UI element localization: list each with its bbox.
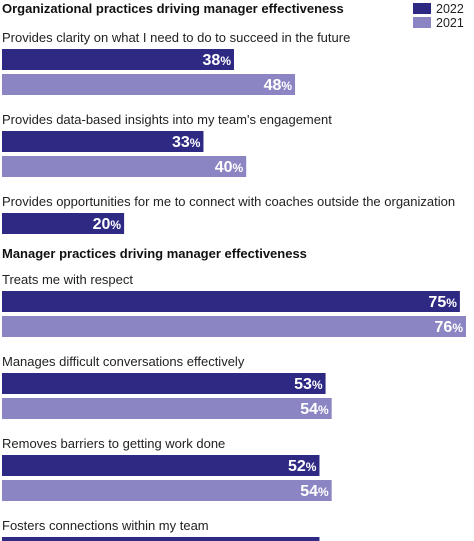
data-label-2022: 38% [203,52,232,69]
category-label: Provides clarity on what I need to do to… [2,30,350,45]
bar-2022 [2,537,320,541]
bar-2021 [2,316,466,337]
data-label-2022: 20% [93,216,122,233]
data-label-2022: 52% [288,458,317,475]
category-label: Fosters connections within my team [2,518,209,533]
data-label-2021: 54% [300,483,329,500]
data-label-2021: 48% [264,77,293,94]
bar-2022 [2,455,320,476]
data-label-2021: 76% [435,319,464,336]
category-label: Manages difficult conversations effectiv… [2,354,245,369]
category-label: Removes barriers to getting work done [2,436,225,451]
legend: 2022 2021 [413,2,464,30]
bar-2022 [2,291,460,312]
bar-2022 [2,373,326,394]
category-label: Treats me with respect [2,272,133,287]
category-label: Provides data-based insights into my tea… [2,112,332,127]
bar-2022 [2,131,204,152]
bar-2022 [2,213,125,234]
bar-2021 [2,74,296,95]
bar-2021 [2,480,332,501]
data-label-2021: 54% [300,401,329,418]
data-label-2022: 75% [428,294,457,311]
bar-2021 [2,156,247,177]
legend-label-2022: 2022 [436,2,464,16]
data-label-2022: 33% [172,134,201,151]
legend-swatch-2021 [413,17,431,28]
bars: Provides clarity on what I need to do to… [2,30,466,541]
category-label: Provides opportunities for me to connect… [2,194,455,209]
data-label-2021: 40% [215,159,244,176]
section-title-manager: Manager practices driving manager effect… [2,246,307,261]
legend-label-2021: 2021 [436,16,464,30]
bar-2022 [2,49,234,70]
legend-swatch-2022 [413,3,431,14]
bar-2021 [2,398,332,419]
data-label-2022: 53% [294,376,323,393]
section-title-organizational: Organizational practices driving manager… [2,1,344,16]
